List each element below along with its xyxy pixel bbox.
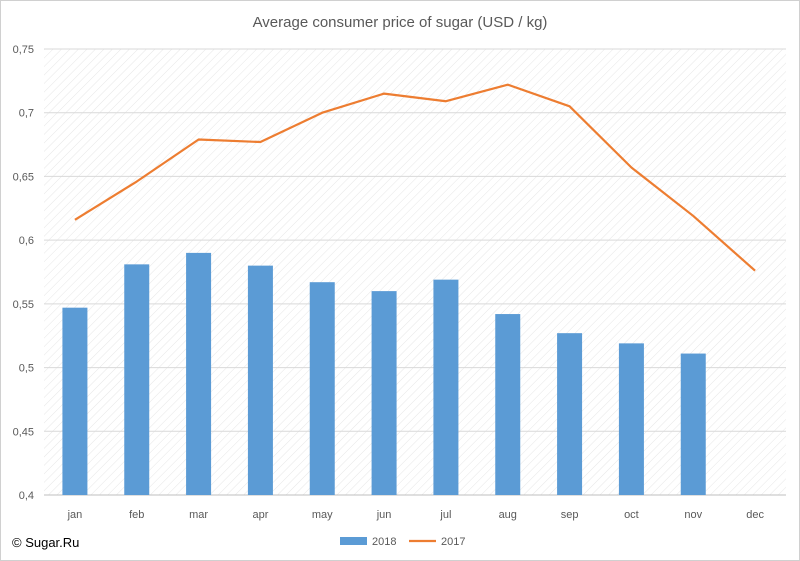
bar-feb <box>124 264 150 495</box>
bar-nov <box>680 353 706 495</box>
bar-may <box>309 282 335 495</box>
y-tick-label: 0,4 <box>19 490 34 502</box>
grid-lines <box>44 48 786 496</box>
legend: 2018 2017 <box>340 536 465 548</box>
legend-label-2017: 2017 <box>441 536 465 548</box>
bar-sep <box>557 333 583 495</box>
line-2017 <box>74 83 756 272</box>
chart-title: Average consumer price of sugar (USD / k… <box>253 14 548 31</box>
y-tick-label: 0,65 <box>13 171 34 183</box>
plot-area <box>44 49 786 495</box>
bar-aug <box>495 314 521 495</box>
bar-jan <box>62 307 88 495</box>
y-tick-label: 0,55 <box>13 299 34 311</box>
x-tick-label: jan <box>67 509 83 521</box>
bar-oct <box>618 343 644 495</box>
x-axis-ticks: jan feb mar apr may jun jul aug sep oct nov dec <box>67 509 765 521</box>
x-tick-label: jul <box>439 509 451 521</box>
bar-series-2018 <box>62 252 706 495</box>
y-tick-label: 0,6 <box>19 235 34 247</box>
credit-text: © Sugar.Ru <box>12 535 80 550</box>
x-tick-label: sep <box>561 509 579 521</box>
y-tick-label: 0,75 <box>13 44 34 56</box>
x-tick-label: dec <box>746 509 764 521</box>
x-tick-label: nov <box>684 509 702 521</box>
y-tick-label: 0,45 <box>13 426 34 438</box>
x-tick-label: feb <box>129 509 144 521</box>
y-axis-ticks: 0,4 0,45 0,5 0,55 0,6 0,65 0,7 0,75 <box>13 44 34 502</box>
bar-apr <box>247 265 273 495</box>
x-tick-label: may <box>312 509 333 521</box>
line-series-2017 <box>74 83 756 272</box>
x-tick-label: oct <box>624 509 639 521</box>
y-tick-label: 0,7 <box>19 108 34 120</box>
x-tick-label: mar <box>189 509 208 521</box>
legend-swatch-2018 <box>340 537 367 545</box>
y-tick-label: 0,5 <box>19 363 34 375</box>
bar-mar <box>186 252 212 495</box>
x-tick-label: apr <box>252 509 268 521</box>
legend-label-2018: 2018 <box>372 536 396 548</box>
x-tick-label: aug <box>499 509 517 521</box>
bar-jul <box>433 279 459 495</box>
x-tick-label: jun <box>376 509 392 521</box>
bar-jun <box>371 291 397 495</box>
